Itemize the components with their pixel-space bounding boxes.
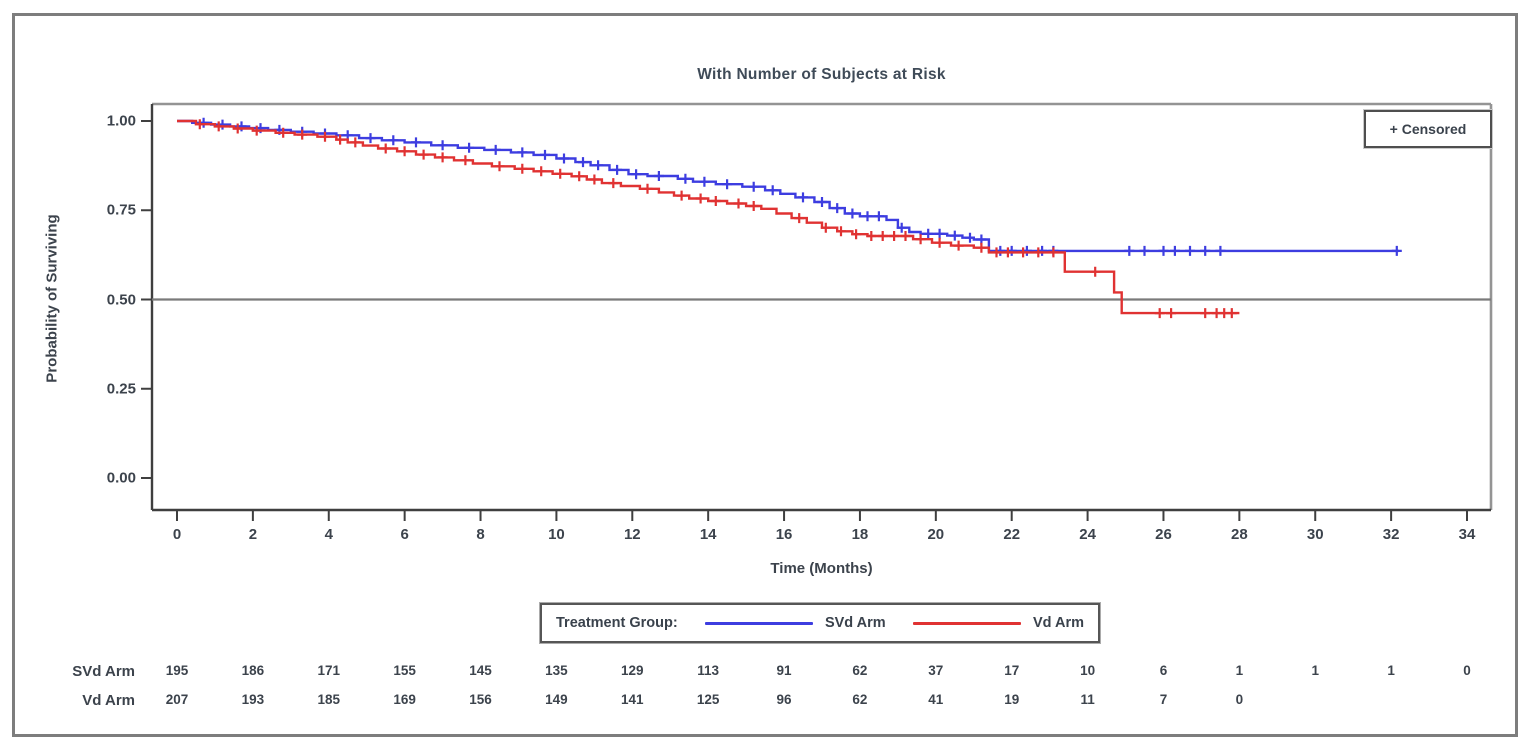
x-tick-label: 0 [172, 526, 182, 543]
x-tick-label: 12 [623, 526, 641, 543]
at-risk-count: 62 [852, 663, 868, 678]
at-risk-count: 193 [241, 692, 265, 707]
at-risk-count: 91 [776, 663, 792, 678]
at-risk-count: 19 [1004, 692, 1020, 707]
at-risk-count: 155 [393, 663, 416, 678]
legend-title: Treatment Group: [556, 615, 678, 631]
x-tick-label: 20 [927, 526, 945, 543]
at-risk-count: 149 [545, 692, 568, 707]
vd-arm-legend-label: Vd Arm [1032, 615, 1084, 631]
at-risk-count: 169 [393, 692, 416, 707]
at-risk-count: 145 [469, 663, 492, 678]
at-risk-count: 10 [1080, 663, 1096, 678]
at-risk-count: 207 [165, 692, 189, 707]
x-tick-label: 26 [1155, 526, 1172, 543]
at-risk-count: 62 [852, 692, 868, 707]
x-tick-label: 8 [476, 526, 485, 543]
x-axis-title: Time (Months) [770, 560, 873, 577]
x-tick-label: 10 [548, 526, 565, 543]
at-risk-count: 11 [1080, 692, 1095, 707]
plot-title: With Number of Subjects at Risk [697, 66, 946, 83]
x-tick-label: 16 [775, 526, 793, 543]
at-risk-count: 7 [1159, 692, 1168, 707]
svd-arm-legend-label: SVd Arm [824, 615, 886, 631]
at-risk-count: 1 [1387, 663, 1395, 678]
at-risk-count: 1 [1311, 663, 1319, 678]
at-risk-count: 171 [317, 663, 341, 678]
x-tick-label: 34 [1458, 526, 1476, 543]
figure-border [12, 13, 1518, 737]
survival-curve-vd-arm [177, 119, 1240, 315]
legend-item-svd: SVd Arm [704, 615, 886, 631]
x-tick-label: 22 [1003, 526, 1021, 543]
y-tick-label: 0.00 [106, 469, 136, 487]
y-tick-label: 0.75 [106, 201, 136, 219]
x-tick-label: 4 [324, 526, 333, 543]
at-risk-count: 17 [1004, 663, 1020, 678]
svd-arm-line-swatch [704, 621, 813, 625]
y-tick-label: 0.50 [106, 291, 136, 308]
at-risk-count: 135 [545, 663, 568, 678]
survival-curve-svd-arm [177, 119, 1399, 253]
x-tick-label: 32 [1382, 526, 1400, 543]
x-tick-label: 24 [1079, 526, 1096, 543]
x-tick-label: 30 [1306, 526, 1324, 543]
at-risk-count: 0 [1235, 692, 1244, 707]
at-risk-count: 1 [1235, 663, 1244, 678]
x-tick-label: 2 [248, 526, 258, 543]
y-tick-label: 1.00 [106, 112, 136, 130]
censor-marks-vd-arm [194, 119, 1237, 319]
at-risk-count: 156 [469, 692, 492, 707]
censored-legend-label: + Censored [1389, 121, 1467, 137]
at-risk-count: 129 [621, 663, 644, 678]
at-risk-count: 195 [165, 663, 189, 678]
at-risk-count: 141 [621, 692, 644, 707]
at-risk-count: 41 [928, 692, 944, 707]
at-risk-count: 96 [776, 692, 792, 707]
y-axis-title: Probability of Surviving [43, 214, 61, 383]
vd-arm-line-swatch [912, 621, 1021, 625]
at-risk-count: 113 [697, 663, 720, 678]
x-tick-label: 28 [1231, 526, 1248, 543]
at-risk-count: 6 [1159, 663, 1168, 678]
x-tick-label: 14 [699, 526, 717, 543]
at-risk-count: 185 [317, 692, 341, 707]
x-tick-label: 6 [400, 526, 409, 543]
at-risk-row-label-svd: SVd Arm [72, 663, 135, 680]
x-tick-label: 18 [851, 526, 869, 543]
y-tick-label: 0.25 [106, 380, 136, 398]
at-risk-count: 125 [696, 692, 720, 707]
legend-item-vd: Vd Arm [912, 615, 1084, 631]
at-risk-row-label-vd: Vd Arm [82, 692, 135, 709]
at-risk-count: 186 [241, 663, 265, 678]
censored-legend-box: + Censored [1364, 110, 1492, 148]
treatment-group-legend: Treatment Group: SVd Arm Vd Arm [540, 603, 1100, 643]
at-risk-count: 37 [928, 663, 944, 678]
at-risk-count: 0 [1463, 663, 1471, 678]
